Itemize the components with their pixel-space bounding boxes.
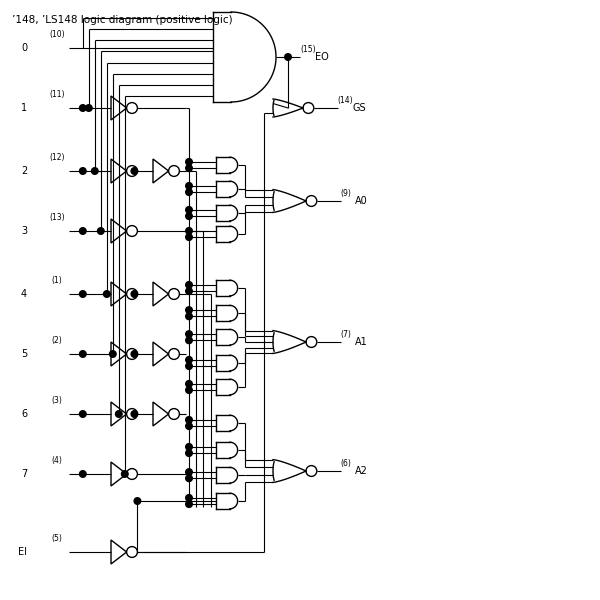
Text: (13): (13)	[49, 213, 65, 222]
Circle shape	[285, 54, 292, 60]
Circle shape	[80, 350, 86, 358]
Circle shape	[98, 227, 104, 234]
Text: (6): (6)	[341, 458, 352, 468]
Circle shape	[186, 443, 193, 450]
Circle shape	[186, 469, 193, 475]
Text: (4): (4)	[52, 456, 62, 465]
Circle shape	[110, 350, 116, 358]
Text: (14): (14)	[338, 95, 353, 104]
Text: (15): (15)	[300, 44, 316, 53]
Circle shape	[134, 497, 141, 504]
Circle shape	[186, 182, 193, 189]
Circle shape	[104, 290, 110, 297]
Circle shape	[80, 470, 86, 478]
Circle shape	[131, 167, 138, 174]
Circle shape	[186, 363, 193, 370]
Circle shape	[186, 227, 193, 234]
Text: (3): (3)	[52, 396, 62, 405]
Text: 2: 2	[21, 166, 27, 176]
Circle shape	[80, 104, 86, 112]
Circle shape	[131, 290, 138, 297]
Text: (9): (9)	[341, 188, 352, 197]
Circle shape	[186, 416, 193, 423]
Circle shape	[186, 206, 193, 213]
Circle shape	[186, 313, 193, 320]
Circle shape	[186, 307, 193, 313]
Text: 7: 7	[21, 469, 27, 479]
Circle shape	[116, 410, 122, 418]
Circle shape	[122, 470, 128, 478]
Text: 1: 1	[21, 103, 27, 113]
Text: (10): (10)	[49, 30, 65, 39]
Circle shape	[186, 158, 193, 165]
Circle shape	[186, 165, 193, 172]
Circle shape	[186, 281, 193, 288]
Text: (2): (2)	[52, 336, 62, 345]
Circle shape	[80, 410, 86, 418]
Circle shape	[186, 331, 193, 337]
Circle shape	[186, 234, 193, 241]
Circle shape	[186, 380, 193, 387]
Text: (12): (12)	[49, 153, 65, 162]
Text: (7): (7)	[341, 329, 352, 338]
Text: A1: A1	[355, 337, 367, 347]
Circle shape	[186, 423, 193, 430]
Text: (1): (1)	[52, 276, 62, 285]
Circle shape	[91, 167, 98, 174]
Text: A2: A2	[355, 466, 367, 476]
Circle shape	[186, 213, 193, 220]
Circle shape	[186, 288, 193, 295]
Text: 5: 5	[21, 349, 27, 359]
Text: 0: 0	[21, 43, 27, 53]
Circle shape	[186, 450, 193, 457]
Text: A0: A0	[355, 196, 367, 206]
Text: 4: 4	[21, 289, 27, 299]
Text: ’148, ’LS148 logic diagram (positive logic): ’148, ’LS148 logic diagram (positive log…	[12, 15, 233, 25]
Text: 3: 3	[21, 226, 27, 236]
Text: 6: 6	[21, 409, 27, 419]
Circle shape	[186, 387, 193, 394]
Circle shape	[131, 350, 138, 358]
Text: GS: GS	[353, 103, 367, 113]
Text: EO: EO	[315, 52, 329, 62]
Circle shape	[80, 290, 86, 297]
Text: (11): (11)	[49, 90, 65, 99]
Circle shape	[186, 356, 193, 363]
Text: (5): (5)	[52, 534, 62, 543]
Text: EI: EI	[18, 547, 27, 557]
Circle shape	[80, 227, 86, 234]
Circle shape	[86, 104, 92, 112]
Circle shape	[186, 475, 193, 482]
Circle shape	[186, 189, 193, 196]
Circle shape	[131, 410, 138, 418]
Circle shape	[186, 494, 193, 501]
Circle shape	[186, 337, 193, 344]
Circle shape	[186, 501, 193, 508]
Circle shape	[80, 167, 86, 174]
